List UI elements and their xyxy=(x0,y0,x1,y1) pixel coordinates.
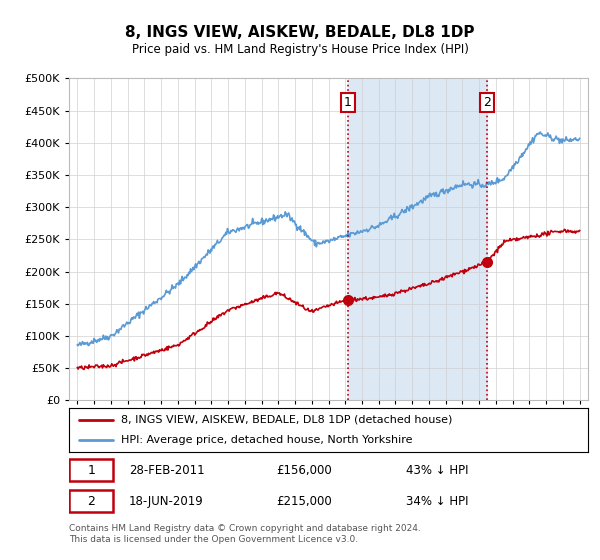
Text: 1: 1 xyxy=(344,96,352,109)
FancyBboxPatch shape xyxy=(69,459,113,481)
Text: 8, INGS VIEW, AISKEW, BEDALE, DL8 1DP (detached house): 8, INGS VIEW, AISKEW, BEDALE, DL8 1DP (d… xyxy=(121,415,452,425)
Text: 2: 2 xyxy=(483,96,491,109)
Text: 34% ↓ HPI: 34% ↓ HPI xyxy=(406,494,469,508)
Text: Contains HM Land Registry data © Crown copyright and database right 2024.
This d: Contains HM Land Registry data © Crown c… xyxy=(69,524,421,544)
Text: 1: 1 xyxy=(88,464,95,477)
Text: 8, INGS VIEW, AISKEW, BEDALE, DL8 1DP: 8, INGS VIEW, AISKEW, BEDALE, DL8 1DP xyxy=(125,25,475,40)
Text: 43% ↓ HPI: 43% ↓ HPI xyxy=(406,464,469,477)
Text: £215,000: £215,000 xyxy=(277,494,332,508)
Bar xyxy=(348,78,487,400)
Text: £156,000: £156,000 xyxy=(277,464,332,477)
Text: 18-JUN-2019: 18-JUN-2019 xyxy=(128,494,203,508)
Text: 2: 2 xyxy=(88,494,95,508)
Text: 28-FEB-2011: 28-FEB-2011 xyxy=(128,464,205,477)
Text: HPI: Average price, detached house, North Yorkshire: HPI: Average price, detached house, Nort… xyxy=(121,435,412,445)
FancyBboxPatch shape xyxy=(69,491,113,512)
Text: Price paid vs. HM Land Registry's House Price Index (HPI): Price paid vs. HM Land Registry's House … xyxy=(131,43,469,56)
